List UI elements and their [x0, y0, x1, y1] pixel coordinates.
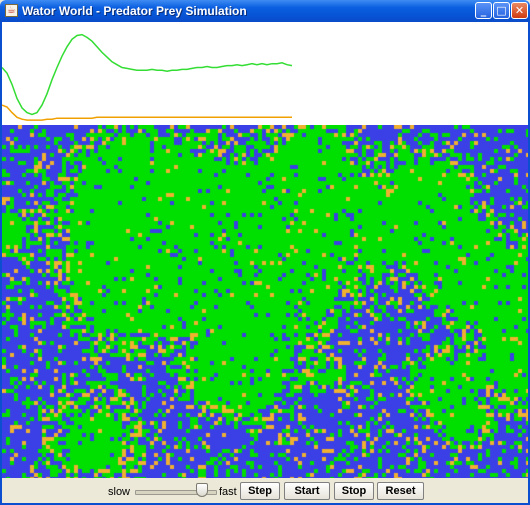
shark-population-line	[2, 104, 292, 121]
window-border-bottom	[0, 503, 530, 505]
minimize-button[interactable]: _	[475, 2, 492, 19]
java-app-icon: ☕	[5, 4, 18, 17]
population-graph	[2, 22, 528, 125]
speed-slider-track[interactable]	[135, 490, 217, 495]
fish-population-line	[2, 33, 293, 116]
title-bar[interactable]: ☕ Wator World - Predator Prey Simulation…	[0, 0, 530, 22]
start-button[interactable]: Start	[284, 482, 330, 500]
speed-slider-thumb[interactable]	[196, 483, 209, 497]
control-bar: slow fast Step Start Stop Reset	[2, 478, 528, 503]
ocean-grid-canvas	[2, 125, 528, 478]
speed-slow-label: slow	[108, 486, 131, 498]
step-button[interactable]: Step	[240, 482, 280, 500]
window-title: Wator World - Predator Prey Simulation	[22, 4, 247, 18]
ocean-grid	[2, 125, 528, 478]
population-graph-svg	[2, 33, 293, 121]
maximize-button[interactable]: □	[493, 2, 510, 19]
window-border-left	[0, 22, 2, 505]
speed-fast-label: fast	[219, 486, 237, 498]
reset-button[interactable]: Reset	[377, 482, 424, 500]
stop-button[interactable]: Stop	[334, 482, 374, 500]
close-button[interactable]: ✕	[511, 2, 528, 19]
window-border-right	[528, 22, 530, 505]
